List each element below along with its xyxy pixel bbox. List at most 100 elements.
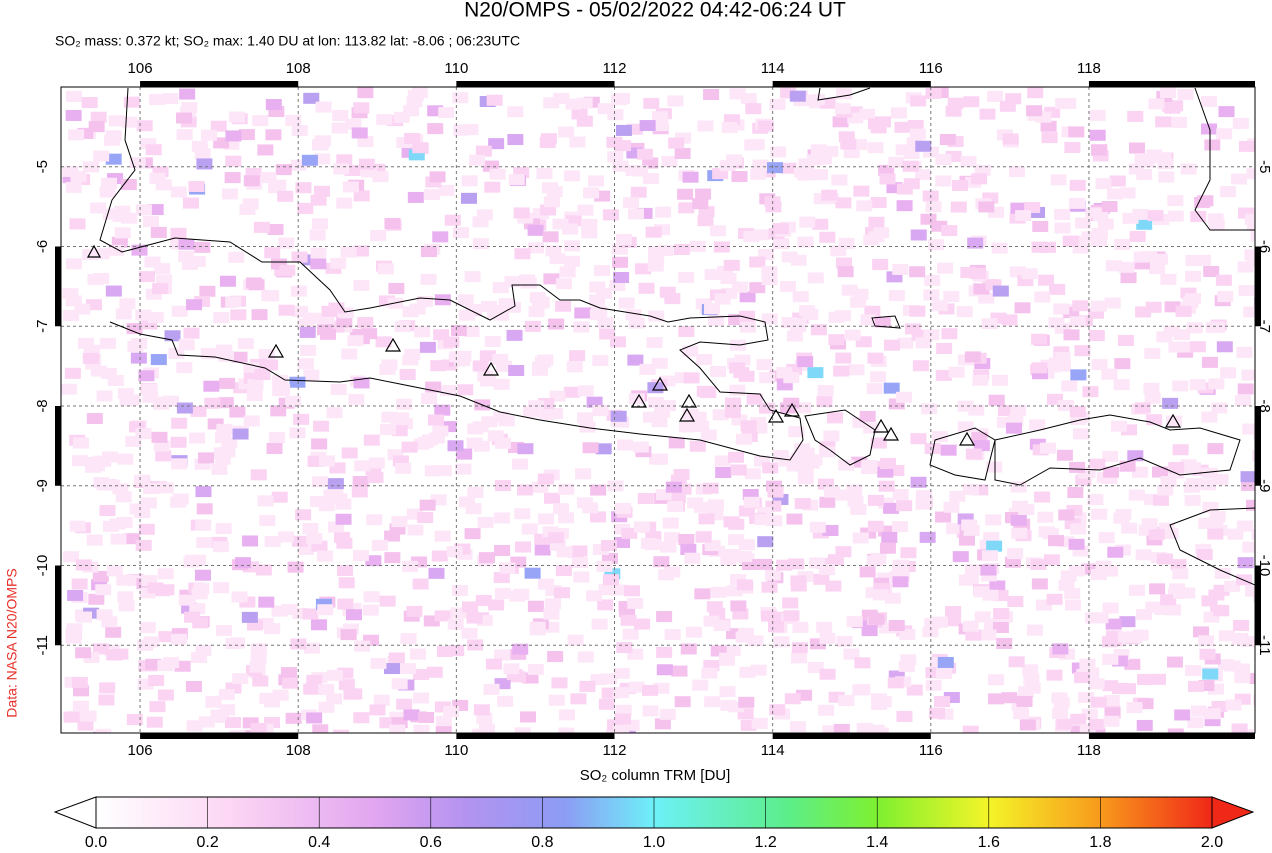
so2-pixel (95, 728, 112, 733)
so2-pixel (663, 532, 680, 544)
so2-pixel (576, 115, 593, 127)
so2-pixel (974, 164, 991, 176)
so2-pixel (1095, 178, 1112, 190)
so2-pixel (1167, 210, 1184, 222)
so2-pixel (965, 629, 982, 641)
so2-pixel (724, 397, 741, 409)
so2-pixel (318, 312, 335, 324)
so2-pixel (1237, 383, 1254, 395)
so2-pixel (1208, 589, 1225, 601)
so2-pixel (270, 179, 287, 191)
so2-pixel (972, 374, 989, 386)
so2-pixel (992, 285, 1009, 297)
so2-pixel (96, 609, 113, 621)
so2-pixel (126, 714, 143, 726)
so2-pixel (909, 266, 926, 278)
so2-pixel (496, 360, 513, 372)
so2-pixel (265, 99, 282, 111)
so2-pixel (275, 164, 292, 176)
so2-pixel (413, 438, 430, 450)
y-tick-label: -11 (1256, 635, 1272, 656)
so2-pixel (138, 271, 155, 283)
so2-pixel (816, 621, 833, 633)
so2-pixel (194, 241, 211, 253)
so2-pixel (639, 363, 656, 375)
so2-pixel (962, 620, 979, 632)
so2-pixel (178, 594, 195, 606)
so2-pixel (514, 727, 531, 733)
so2-pixel (757, 507, 774, 519)
so2-pixel (1197, 195, 1214, 207)
so2-pixel (65, 295, 82, 307)
so2-pixel (627, 648, 644, 660)
so2-pixel (508, 174, 525, 186)
so2-pixel (1016, 695, 1033, 707)
so2-pixel (1158, 171, 1175, 183)
so2-pixel (863, 234, 880, 246)
so2-pixel (185, 680, 202, 692)
so2-pixel (978, 292, 995, 304)
frame-segment (1088, 733, 1255, 739)
so2-pixel (979, 108, 996, 120)
so2-pixel (1201, 356, 1218, 368)
so2-pixel (931, 431, 948, 443)
so2-pixel (900, 654, 917, 666)
so2-pixel (285, 114, 302, 126)
so2-pixel (142, 216, 159, 228)
so2-pixel (822, 725, 839, 733)
so2-pixel (935, 667, 952, 679)
so2-pixel (510, 556, 527, 568)
so2-pixel (909, 128, 926, 140)
so2-pixel (730, 464, 747, 476)
so2-pixel (589, 294, 606, 306)
so2-pixel (1252, 450, 1255, 462)
so2-pixel (71, 578, 88, 590)
so2-pixel (1027, 87, 1044, 99)
so2-pixel (353, 102, 370, 114)
so2-pixel (770, 611, 787, 623)
so2-pixel (923, 329, 940, 341)
so2-pixel (952, 551, 969, 563)
so2-pixel (245, 167, 262, 179)
so2-pixel (782, 597, 799, 609)
so2-pixel (440, 421, 457, 433)
so2-pixel (370, 230, 387, 242)
so2-pixel (642, 173, 659, 185)
so2-pixel (180, 106, 197, 118)
so2-pixel (923, 289, 940, 301)
so2-pixel (739, 310, 756, 322)
so2-pixel (1136, 719, 1153, 731)
so2-pixel (659, 375, 676, 387)
so2-pixel (219, 446, 236, 458)
so2-pixel (377, 263, 394, 275)
so2-pixel (590, 484, 607, 496)
so2-pixel (129, 503, 146, 515)
so2-pixel (65, 90, 82, 102)
so2-pixel (982, 589, 999, 601)
so2-pixel (1002, 133, 1019, 145)
so2-pixel (1103, 715, 1120, 727)
so2-pixel (580, 218, 597, 230)
so2-pixel (376, 114, 393, 126)
so2-pixel (435, 726, 452, 733)
so2-pixel (599, 328, 616, 340)
so2-pixel (696, 353, 713, 365)
so2-pixel (90, 111, 107, 123)
so2-pixel (327, 478, 344, 490)
so2-pixel (512, 458, 529, 470)
so2-pixel (695, 188, 712, 200)
so2-pixel (407, 191, 424, 203)
so2-pixel (540, 133, 557, 145)
so2-pixel (1201, 96, 1218, 108)
so2-pixel (957, 513, 974, 525)
so2-pixel (806, 154, 823, 166)
so2-pixel (170, 238, 187, 250)
so2-pixel (363, 434, 380, 446)
so2-pixel (346, 609, 363, 621)
so2-pixel (971, 173, 988, 185)
so2-pixel (310, 247, 327, 259)
so2-pixel (312, 724, 329, 733)
so2-pixel (198, 452, 215, 464)
so2-pixel (246, 390, 263, 402)
so2-pixel (543, 273, 560, 285)
